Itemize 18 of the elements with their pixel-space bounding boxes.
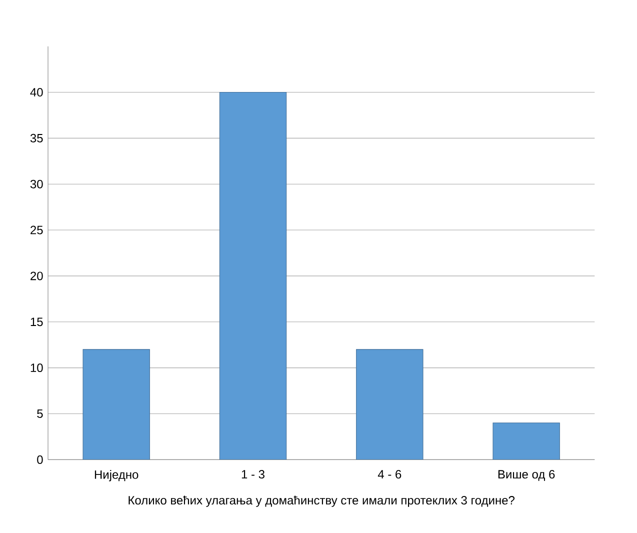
x-tick-label: Ниједно — [94, 470, 138, 482]
y-tick-label: 25 — [30, 226, 43, 234]
y-tick-label: 20 — [30, 272, 43, 280]
x-tick-label: 1 - 3 — [242, 470, 264, 479]
bar — [492, 422, 560, 460]
y-tick-label: 35 — [30, 134, 43, 142]
x-tick-label: 4 - 6 — [378, 470, 402, 479]
bar — [82, 349, 150, 460]
y-tick-label: 5 — [37, 410, 43, 418]
x-axis-title: Колико већих улагања у домаћинству сте имали протеклих 3 године? — [128, 496, 515, 507]
y-tick-label: 10 — [30, 364, 43, 372]
y-tick-label: 30 — [30, 180, 43, 188]
bar — [356, 349, 424, 460]
x-tick-label: Више од 6 — [498, 470, 555, 481]
y-tick-label: 0 — [37, 455, 43, 464]
y-tick-label: 40 — [30, 88, 43, 97]
y-tick-label: 15 — [30, 318, 43, 326]
bar — [219, 92, 287, 460]
